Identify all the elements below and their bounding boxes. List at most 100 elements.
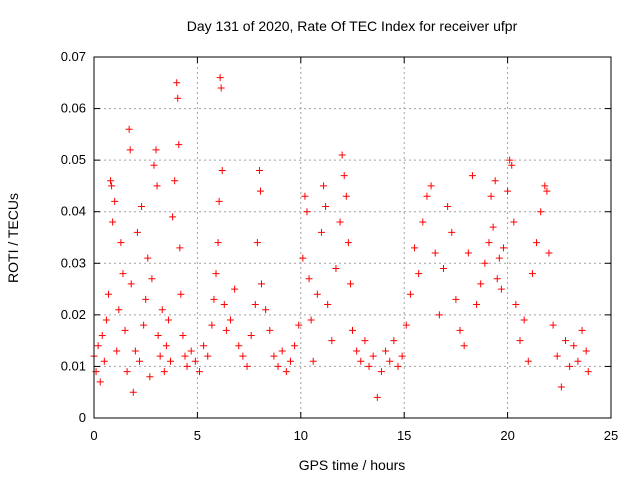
data-point	[100, 357, 108, 365]
data-point	[235, 342, 243, 350]
data-point	[111, 197, 119, 205]
data-point	[270, 352, 278, 360]
y-tick-label: 0.03	[61, 255, 86, 270]
data-point	[386, 357, 394, 365]
data-point	[487, 192, 495, 200]
data-point	[342, 192, 350, 200]
data-point	[504, 187, 512, 195]
data-point	[452, 295, 460, 303]
data-point	[119, 270, 127, 278]
data-point	[187, 347, 195, 355]
data-point	[499, 244, 507, 252]
data-point	[365, 362, 373, 370]
data-point	[516, 337, 524, 345]
data-point	[126, 146, 134, 154]
data-point	[524, 357, 532, 365]
data-point	[140, 321, 148, 329]
data-point	[286, 357, 294, 365]
data-point	[226, 316, 234, 324]
y-tick-label: 0.01	[61, 358, 86, 373]
data-point	[299, 254, 307, 262]
data-point	[146, 373, 154, 381]
data-point	[562, 337, 570, 345]
data-point	[266, 326, 274, 334]
data-point	[493, 275, 501, 283]
data-point	[419, 218, 427, 226]
data-point	[508, 161, 516, 169]
data-point	[218, 166, 226, 174]
data-point	[435, 311, 443, 319]
data-point	[171, 177, 179, 185]
data-point	[512, 301, 520, 309]
data-point	[150, 161, 158, 169]
data-point	[313, 290, 321, 298]
data-point	[406, 290, 414, 298]
data-point	[274, 362, 282, 370]
data-point	[204, 352, 212, 360]
data-point	[464, 249, 472, 257]
data-point	[115, 306, 123, 314]
data-point	[402, 321, 410, 329]
data-point	[217, 84, 225, 92]
gridlines	[94, 57, 611, 418]
data-point	[131, 347, 139, 355]
x-tick-label: 15	[397, 428, 411, 443]
data-point	[584, 368, 592, 376]
data-point	[183, 362, 191, 370]
data-point	[485, 239, 493, 247]
data-point	[104, 290, 112, 298]
data-point	[357, 357, 365, 365]
data-point	[117, 239, 125, 247]
data-point	[390, 337, 398, 345]
data-point	[251, 301, 259, 309]
axis-ticks: 0 0.01 0.02 0.03 0.04 0.05 0.06 0.07 0 5 10 15 20 25	[61, 49, 619, 443]
data-point	[216, 74, 224, 82]
data-point	[148, 275, 156, 283]
data-point	[322, 203, 330, 211]
data-point	[491, 177, 499, 185]
data-point	[191, 357, 199, 365]
x-axis-label: GPS time / hours	[299, 457, 406, 473]
data-point	[98, 331, 106, 339]
data-point	[506, 156, 514, 164]
data-point	[208, 321, 216, 329]
data-point	[477, 280, 485, 288]
x-tick-label: 5	[194, 428, 201, 443]
data-point	[256, 187, 264, 195]
data-point	[533, 239, 541, 247]
data-point	[415, 270, 423, 278]
data-point	[394, 362, 402, 370]
data-point	[125, 125, 133, 133]
data-point	[427, 182, 435, 190]
data-point	[200, 342, 208, 350]
data-point	[127, 280, 135, 288]
x-tick-label: 20	[500, 428, 514, 443]
data-point	[160, 368, 168, 376]
data-point	[332, 264, 340, 272]
data-point	[174, 94, 182, 102]
chart-title: Day 131 of 2020, Rate Of TEC Index for r…	[187, 18, 518, 34]
x-tick-label: 0	[90, 428, 97, 443]
data-point	[373, 393, 381, 401]
data-point	[537, 208, 545, 216]
data-point	[460, 342, 468, 350]
x-tick-label: 25	[604, 428, 618, 443]
data-point	[102, 316, 110, 324]
data-points	[90, 74, 592, 401]
data-point	[239, 352, 247, 360]
data-point	[340, 172, 348, 180]
data-point	[344, 239, 352, 247]
data-point	[173, 79, 181, 87]
data-point	[176, 244, 184, 252]
plot-frame	[93, 56, 612, 419]
data-point	[456, 326, 464, 334]
data-point	[108, 182, 116, 190]
data-point	[495, 254, 503, 262]
data-point	[278, 347, 286, 355]
data-point	[557, 383, 565, 391]
data-point	[574, 357, 582, 365]
data-point	[210, 295, 218, 303]
y-tick-label: 0.02	[61, 307, 86, 322]
data-point	[153, 182, 161, 190]
